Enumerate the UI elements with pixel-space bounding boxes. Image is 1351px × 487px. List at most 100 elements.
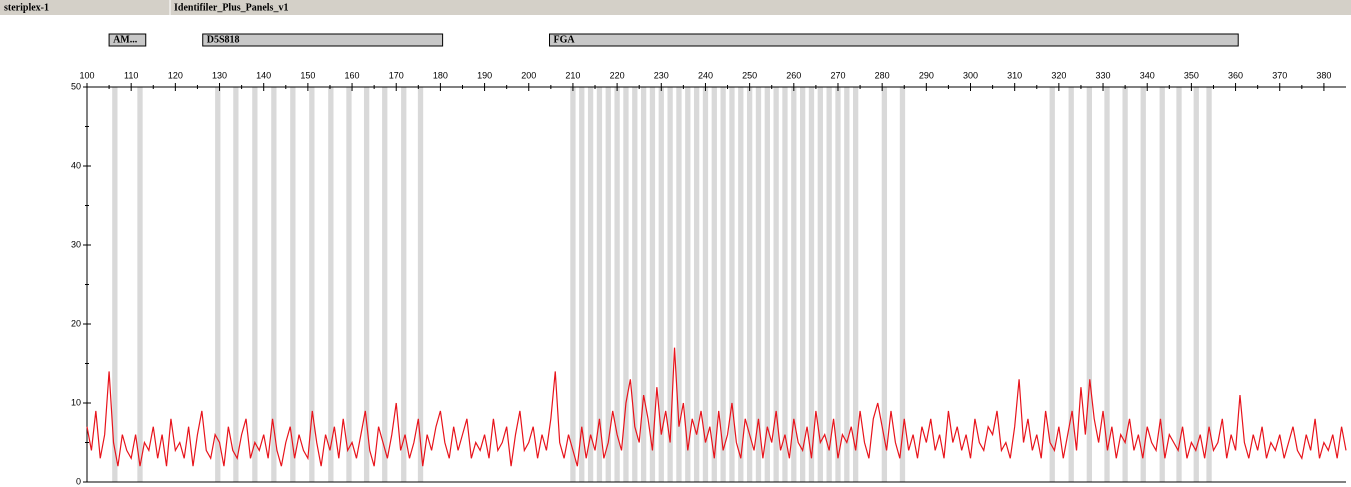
y-tick-label: 50 [71, 81, 81, 91]
allele-bin [773, 87, 779, 482]
allele-bin [1206, 87, 1212, 482]
y-tick-label: 40 [71, 160, 81, 170]
allele-bin [720, 87, 726, 482]
allele-bin [844, 87, 850, 482]
allele-bin [363, 87, 370, 482]
y-tick-label: 10 [71, 397, 81, 407]
allele-bin [1086, 87, 1092, 482]
x-tick-label: 250 [742, 70, 757, 80]
x-tick-label: 130 [212, 70, 227, 80]
x-tick-label: 270 [830, 70, 845, 80]
x-tick-label: 220 [610, 70, 625, 80]
allele-bin [1193, 87, 1199, 482]
allele-bin [382, 87, 388, 482]
x-tick-label: 100 [79, 70, 94, 80]
panel-name: Identifiler_Plus_Panels_v1 [174, 2, 288, 13]
allele-bin [587, 87, 594, 482]
allele-bin [667, 87, 673, 482]
allele-bin [290, 87, 296, 482]
x-tick-label: 230 [654, 70, 669, 80]
allele-bin [738, 87, 744, 482]
allele-bin [881, 87, 888, 482]
allele-bin [658, 87, 664, 482]
x-tick-label: 150 [300, 70, 315, 80]
allele-bin [1049, 87, 1055, 482]
x-tick-label: 160 [345, 70, 360, 80]
allele-bin [729, 87, 735, 482]
x-tick-label: 320 [1051, 70, 1066, 80]
allele-bin [1104, 87, 1110, 482]
allele-bin [1140, 87, 1146, 482]
x-tick-label: 370 [1272, 70, 1287, 80]
x-tick-label: 170 [389, 70, 404, 80]
y-tick-label: 30 [71, 239, 81, 249]
x-tick-label: 310 [1007, 70, 1022, 80]
x-tick-label: 360 [1228, 70, 1243, 80]
allele-bin [702, 87, 709, 482]
allele-bin [899, 87, 906, 482]
allele-bin [1176, 87, 1182, 482]
allele-bin [579, 87, 585, 482]
x-tick-label: 200 [521, 70, 536, 80]
x-tick-label: 340 [1140, 70, 1155, 80]
allele-bin [808, 87, 815, 482]
allele-bin [835, 87, 841, 482]
signal-trace [86, 347, 1347, 467]
allele-bin [649, 87, 656, 482]
allele-bin [853, 87, 859, 482]
x-tick-label: 350 [1184, 70, 1199, 80]
x-tick-label: 180 [433, 70, 448, 80]
x-tick-label: 190 [477, 70, 492, 80]
allele-bin [1122, 87, 1128, 482]
x-tick-label: 300 [963, 70, 978, 80]
marker-label: D5S818 [207, 34, 240, 45]
allele-bin [685, 87, 691, 482]
allele-bin [596, 87, 603, 482]
allele-bin [711, 87, 717, 482]
allele-bin [605, 87, 611, 482]
marker-range [108, 33, 147, 47]
allele-bin [799, 87, 806, 482]
allele-bin [640, 87, 647, 482]
allele-bin [817, 87, 823, 482]
x-tick-label: 330 [1096, 70, 1111, 80]
marker-range [549, 33, 1239, 47]
allele-bin [401, 87, 407, 482]
x-tick-label: 110 [124, 70, 138, 80]
allele-bin [764, 87, 770, 482]
x-tick-label: 380 [1316, 70, 1331, 80]
allele-bin [271, 87, 277, 482]
x-tick-label: 290 [919, 70, 934, 80]
allele-bin [826, 87, 832, 482]
y-tick-label: 20 [71, 318, 81, 328]
allele-bin [328, 87, 334, 482]
allele-bin [693, 87, 700, 482]
x-tick-label: 140 [256, 70, 271, 80]
marker-range [202, 33, 444, 47]
allele-bin [137, 87, 143, 482]
allele-bin [112, 87, 118, 482]
allele-bin [233, 87, 239, 482]
x-tick-label: 120 [168, 70, 183, 80]
allele-bin [309, 87, 315, 482]
y-tick-label: 0 [76, 476, 81, 486]
x-tick-label: 240 [698, 70, 713, 80]
marker-label: AM... [113, 34, 138, 45]
x-tick-label: 210 [565, 70, 580, 80]
allele-bin [346, 87, 352, 482]
allele-bin [1159, 87, 1165, 482]
allele-bin [1068, 87, 1074, 482]
marker-label: FGA [554, 34, 576, 45]
allele-bin [791, 87, 797, 482]
allele-bin [623, 87, 629, 482]
allele-bin [632, 87, 638, 482]
allele-bin [417, 87, 424, 482]
allele-bin [614, 87, 620, 482]
allele-bin [252, 87, 258, 482]
x-tick-label: 280 [875, 70, 890, 80]
allele-bin [570, 87, 576, 482]
allele-bin [782, 87, 788, 482]
header-bar [0, 0, 1351, 15]
sample-name: steriplex-1 [4, 2, 49, 13]
